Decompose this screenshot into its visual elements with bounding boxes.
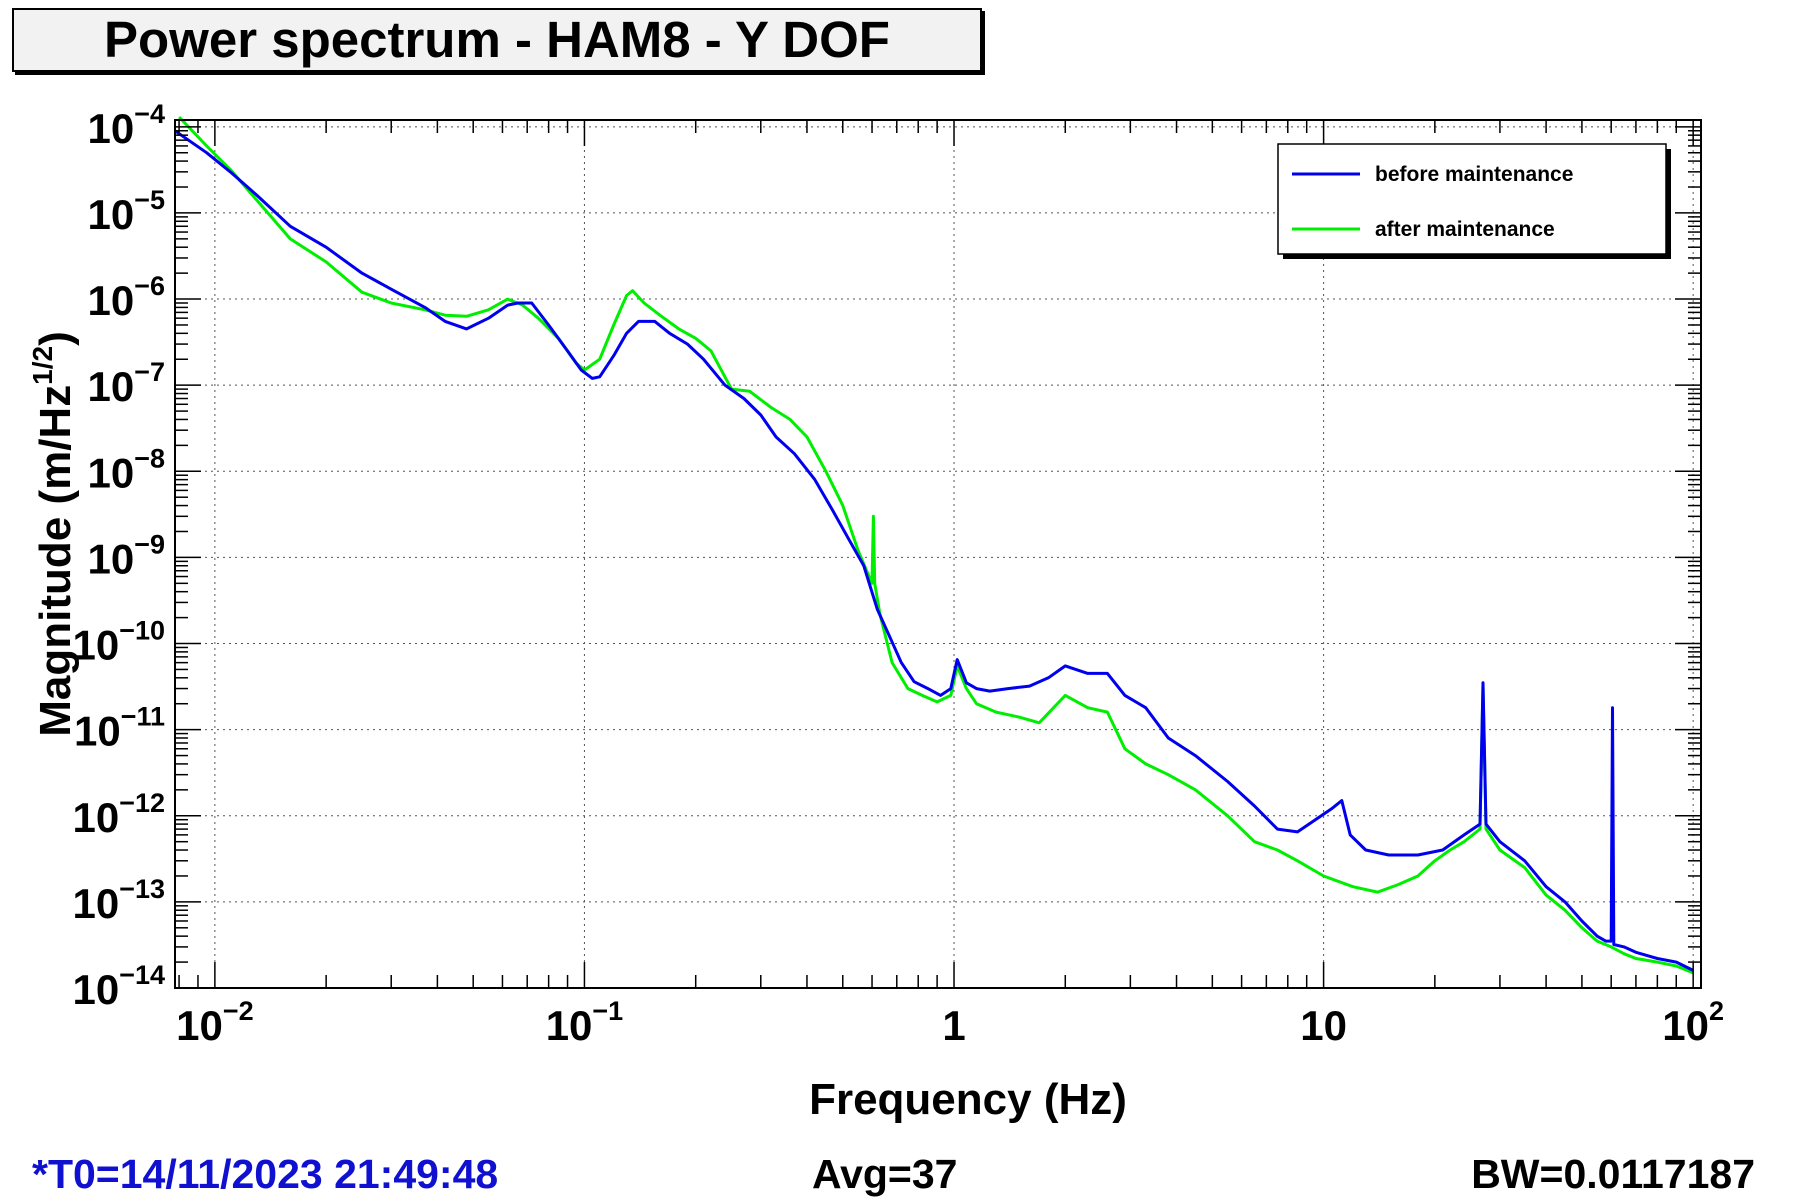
y-axis-title: Magnitude (m/Hz1/2) <box>27 331 80 737</box>
y-tick-label: 10−11 <box>74 702 165 755</box>
y-tick-label: 10−4 <box>87 99 165 152</box>
y-axis-title-superscript: 1/2 <box>27 346 58 385</box>
y-tick-labels: 10−4 10−5 10−6 10−7 10−8 10−9 10−10 10−11 10−12 1… <box>72 99 165 1013</box>
series-lines <box>175 115 1694 975</box>
y-tick-label: 10−5 <box>87 185 165 238</box>
x-tick-label: 102 <box>1662 996 1724 1049</box>
series-line-after-maintenance <box>178 115 1694 975</box>
legend-label-after: after maintenance <box>1375 218 1555 241</box>
axis-ticks <box>175 120 1701 989</box>
title-box: Power spectrum - HAM8 - Y DOF <box>12 8 982 72</box>
series-line-before-maintenance <box>175 129 1694 972</box>
y-tick-label: 10−9 <box>87 529 165 582</box>
footer-bandwidth: BW=0.0117187 <box>1471 1151 1755 1197</box>
x-axis-title: Frequency (Hz) <box>809 1075 1127 1124</box>
y-tick-label: 10−6 <box>87 271 165 324</box>
grid-lines <box>175 120 1701 989</box>
y-tick-label: 10−12 <box>72 788 165 841</box>
chart-title: Power spectrum - HAM8 - Y DOF <box>104 11 890 68</box>
x-tick-label: 10−2 <box>176 996 254 1049</box>
plot-frame <box>174 119 1702 989</box>
y-tick-label: 10−10 <box>72 616 165 669</box>
legend-box <box>1277 143 1667 255</box>
x-tick-label: 10−1 <box>546 996 624 1049</box>
y-tick-label: 10−7 <box>87 357 165 410</box>
y-tick-label: 10−8 <box>87 443 165 496</box>
legend-label-before: before maintenance <box>1375 163 1573 186</box>
legend: before maintenance after maintenance <box>1277 143 1671 259</box>
footer-t0-timestamp: *T0=14/11/2023 21:49:48 <box>32 1151 499 1197</box>
x-tick-label: 10 <box>1300 1002 1347 1049</box>
y-axis-title-end: ) <box>31 331 80 346</box>
y-tick-label: 10−13 <box>72 874 165 927</box>
footer-averages: Avg=37 <box>812 1151 958 1197</box>
x-tick-labels: 10−2 10−1 1 10 102 <box>176 996 1724 1049</box>
x-tick-label: 1 <box>942 1002 965 1049</box>
y-tick-label: 10−14 <box>72 960 165 1013</box>
